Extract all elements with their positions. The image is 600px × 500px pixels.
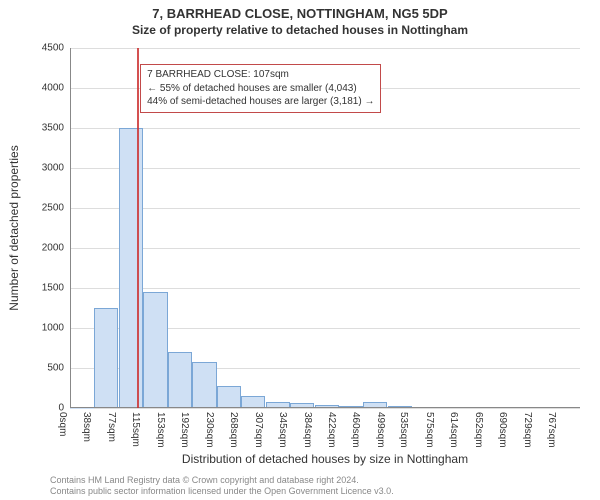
histogram-bar: [192, 362, 216, 408]
attribution-footer: Contains HM Land Registry data © Crown c…: [50, 475, 394, 498]
gridline: [70, 208, 580, 209]
gridline: [70, 168, 580, 169]
xtick-label: 652sqm: [473, 412, 484, 448]
page-subtitle: Size of property relative to detached ho…: [0, 23, 600, 39]
xtick-label: 192sqm: [179, 412, 190, 448]
ytick-label: 2500: [42, 203, 64, 214]
histogram-bar: [217, 386, 241, 408]
gridline: [70, 248, 580, 249]
ytick-label: 500: [47, 363, 64, 374]
ytick-label: 4000: [42, 83, 64, 94]
chart-container: 7, BARRHEAD CLOSE, NOTTINGHAM, NG5 5DP S…: [0, 0, 600, 500]
xtick-label: 460sqm: [350, 412, 361, 448]
ytick-label: 3500: [42, 123, 64, 134]
histogram-bar: [143, 292, 167, 408]
xtick-label: 535sqm: [398, 412, 409, 448]
xtick-label: 307sqm: [253, 412, 264, 448]
gridline: [70, 128, 580, 129]
annotation-line: 7 BARRHEAD CLOSE: 107sqm: [147, 68, 374, 82]
histogram-bar: [168, 352, 192, 408]
gridline: [70, 408, 580, 409]
xtick-label: 422sqm: [326, 412, 337, 448]
annotation-box: 7 BARRHEAD CLOSE: 107sqm← 55% of detache…: [140, 64, 381, 113]
page-title: 7, BARRHEAD CLOSE, NOTTINGHAM, NG5 5DP: [0, 0, 600, 23]
histogram-bar: [94, 308, 118, 408]
xtick-label: 230sqm: [204, 412, 215, 448]
xtick-label: 38sqm: [81, 412, 92, 442]
xaxis-label: Distribution of detached houses by size …: [70, 452, 580, 466]
xtick-label: 614sqm: [448, 412, 459, 448]
xtick-label: 729sqm: [522, 412, 533, 448]
xtick-label: 153sqm: [155, 412, 166, 448]
gridline: [70, 288, 580, 289]
xtick-label: 499sqm: [375, 412, 386, 448]
xtick-label: 575sqm: [424, 412, 435, 448]
footer-line2: Contains public sector information licen…: [50, 486, 394, 498]
annotation-line: ← 55% of detached houses are smaller (4,…: [147, 82, 374, 96]
xtick-label: 384sqm: [302, 412, 313, 448]
marker-line: [137, 48, 139, 408]
ytick-label: 2000: [42, 243, 64, 254]
ytick-label: 1000: [42, 323, 64, 334]
ytick-label: 1500: [42, 283, 64, 294]
xtick-label: 268sqm: [228, 412, 239, 448]
yaxis-line: [70, 48, 71, 408]
yaxis-label: Number of detached properties: [7, 145, 21, 310]
xtick-label: 115sqm: [130, 412, 141, 447]
annotation-line: 44% of semi-detached houses are larger (…: [147, 95, 374, 109]
footer-line1: Contains HM Land Registry data © Crown c…: [50, 475, 394, 487]
plot-area: 0500100015002000250030003500400045000sqm…: [70, 48, 580, 408]
gridline: [70, 48, 580, 49]
xtick-label: 77sqm: [106, 412, 117, 442]
ytick-label: 4500: [42, 43, 64, 54]
histogram-bar: [119, 128, 143, 408]
xtick-label: 767sqm: [546, 412, 557, 448]
ytick-label: 3000: [42, 163, 64, 174]
xtick-label: 690sqm: [497, 412, 508, 448]
xtick-label: 345sqm: [277, 412, 288, 448]
xaxis-line: [70, 407, 580, 408]
xtick-label: 0sqm: [57, 412, 68, 436]
